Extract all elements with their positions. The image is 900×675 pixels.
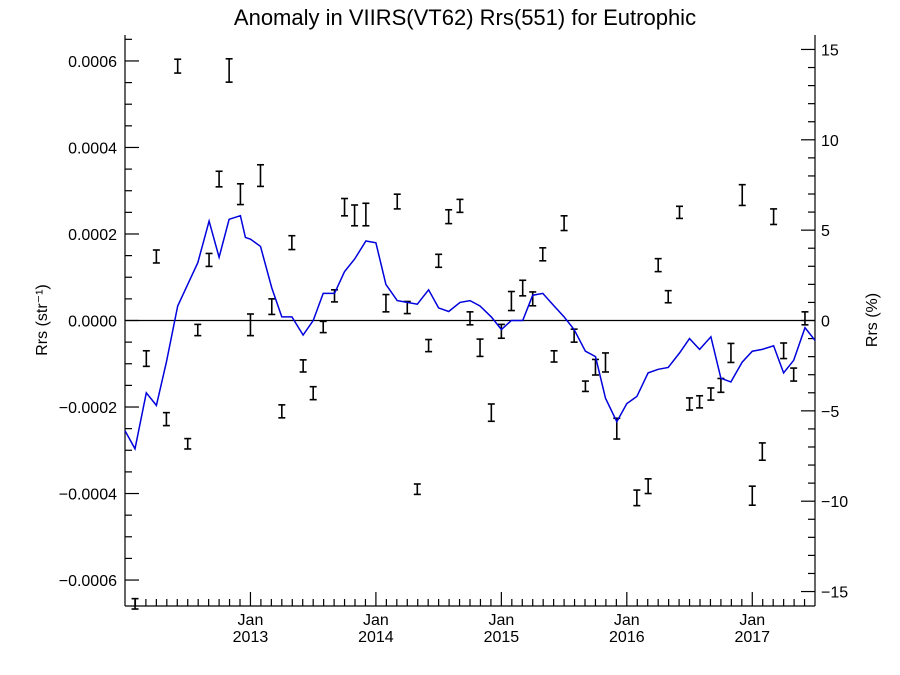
errorbar-point (309, 385, 317, 401)
errorbar-point (581, 380, 589, 393)
right-tick-label: −10 (821, 494, 848, 511)
errorbar-point (676, 205, 684, 220)
x-tick-month-label: Jan (614, 612, 640, 629)
errorbar-point (256, 163, 264, 188)
anomaly-line-series (124, 214, 816, 451)
right-tick-label: 0 (821, 314, 830, 331)
errorbar-point (205, 252, 213, 268)
right-tick-label: −15 (821, 585, 848, 602)
errorbar-point (717, 377, 725, 394)
errorbar-point (413, 483, 421, 496)
errorbar-point (644, 478, 652, 495)
errorbar-point (425, 338, 433, 353)
left-tick-label: 0.0000 (68, 314, 117, 331)
right-tick-label: 10 (821, 133, 839, 150)
errorbar-point (445, 208, 453, 225)
errorbar-point (727, 342, 735, 364)
errorbar-point (131, 597, 139, 610)
errorbar-point (550, 349, 558, 363)
right-axis-label: Rrs (%) (864, 293, 881, 347)
errorbar-point (758, 442, 766, 462)
left-tick-label: 0.0004 (68, 140, 117, 157)
errorbar-point (686, 397, 694, 411)
errorbar-point (174, 58, 182, 74)
left-tick-label: 0.0002 (68, 227, 117, 244)
errorbar-point (319, 320, 327, 334)
x-tick-month-label: Jan (488, 612, 514, 629)
left-tick-label: −0.0006 (59, 573, 117, 590)
errorbar-point (601, 352, 609, 373)
errorbar-point (466, 311, 474, 326)
left-tick-label: −0.0004 (59, 487, 117, 504)
x-tick-month-label: Jan (363, 612, 389, 629)
errorbar-point (519, 279, 527, 297)
errorbar-point (633, 489, 641, 507)
errorbar-point (142, 349, 150, 368)
errorbar-point (748, 485, 756, 507)
errorbar-point (738, 183, 746, 207)
errorbar-point (225, 57, 233, 83)
left-axis-ticks: 0.0006 0.0004 0.0002 0.0000 −0.0002 −0.0004 −0… (59, 38, 139, 590)
errorbar-point (780, 342, 788, 360)
errorbar-point (278, 404, 286, 419)
errorbar-point (162, 411, 170, 427)
errorbar-point (393, 193, 401, 210)
right-tick-label: 15 (821, 42, 839, 59)
errorbar-point (382, 293, 390, 313)
x-tick-year-label: 2016 (609, 629, 645, 646)
left-tick-label: −0.0002 (59, 400, 117, 417)
errorbar-point (539, 247, 547, 262)
errorbar-point (507, 290, 515, 312)
errorbar-point (696, 394, 704, 409)
errorbar-point (299, 359, 307, 373)
left-axis-label: Rrs (str⁻¹) (34, 284, 51, 356)
errorbar-point (435, 253, 443, 269)
x-tick-year-label: 2013 (233, 629, 269, 646)
errorbar-point (476, 338, 484, 358)
errorbar-point (801, 311, 809, 326)
errorbar-point (529, 291, 537, 307)
errorbar-point (497, 323, 505, 340)
errorbar-point (770, 208, 778, 226)
errorbar-point (215, 170, 223, 188)
errorbar-point (456, 198, 464, 214)
errorbar-point (351, 204, 359, 227)
x-tick-month-label: Jan (238, 612, 264, 629)
errorbar-point (707, 387, 715, 401)
x-tick-year-label: 2017 (734, 629, 770, 646)
x-tick-month-label: Jan (739, 612, 765, 629)
errorbar-point (560, 215, 568, 232)
errorbar-point (236, 183, 244, 206)
errorbar-point (341, 197, 349, 217)
x-tick-year-label: 2014 (358, 629, 394, 646)
errorbar-point (664, 289, 672, 304)
errorbar-point (184, 437, 192, 450)
right-axis-ticks: 15 10 5 0 −5 −10 −15 (801, 42, 848, 602)
anomaly-percent-line (124, 214, 816, 451)
right-tick-label: 5 (821, 223, 830, 240)
chart-title: Anomaly in VIIRS(VT62) Rrs(551) for Eutr… (234, 5, 696, 30)
right-tick-label: −5 (821, 404, 839, 421)
left-tick-label: 0.0006 (68, 54, 117, 71)
errorbar-series (131, 57, 809, 610)
errorbar-point (288, 234, 296, 251)
errorbar-point (654, 257, 662, 273)
errorbar-point (268, 298, 276, 316)
errorbar-point (152, 249, 160, 264)
errorbar-point (362, 202, 370, 227)
errorbar-point (790, 367, 798, 382)
errorbar-point (194, 323, 202, 337)
errorbar-point (487, 403, 495, 423)
errorbar-point (246, 313, 254, 337)
x-tick-year-label: 2015 (484, 629, 520, 646)
